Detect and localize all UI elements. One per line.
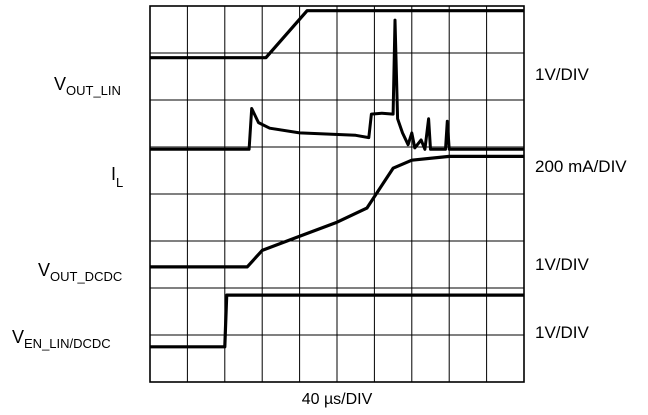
plot-grid [149,5,525,383]
trace-vout_dcdc [150,154,524,269]
scale-il: 200 mA/DIV [535,157,627,176]
trace-vout_lin [150,9,524,60]
label-vout-dcdc: VOUT_DCDC [38,260,122,284]
trace-ven [150,293,524,349]
x-axis-label: 40 µs/DIV [302,391,373,408]
label-vout-lin: VOUT_LIN [54,74,121,98]
scale-ven: 1V/DIV [535,323,590,342]
trace-il [150,18,524,151]
scale-vout-lin: 1V/DIV [535,65,590,84]
label-il: IL [111,164,123,190]
scale-vout-dcdc: 1V/DIV [535,255,590,274]
trace-group [150,9,524,349]
label-ven: VEN_LIN/DCDC [12,327,111,351]
